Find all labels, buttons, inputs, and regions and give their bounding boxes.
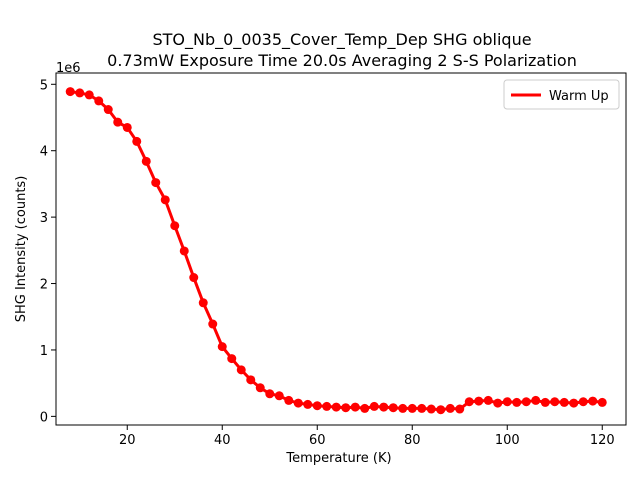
x-tick-label: 60 [309,433,326,448]
y-tick-label: 5 [40,78,48,93]
data-point [398,403,408,413]
data-point [540,397,550,407]
data-point [369,401,379,411]
data-point [189,273,199,283]
data-point [436,405,446,415]
data-point [265,389,275,399]
data-point [341,403,351,413]
chart-title-line-2: 0.73mW Exposure Time 20.0s Averaging 2 S… [107,51,577,70]
y-axis: 0 1 2 3 4 5 [40,78,56,425]
data-point [160,195,170,205]
y-tick-label: 1 [40,344,48,359]
data-point [379,402,389,412]
data-point [274,391,284,401]
data-point [113,117,123,127]
y-tick-label: 0 [40,410,48,425]
data-point [360,403,370,413]
data-point [227,354,237,364]
data-point [531,395,541,405]
data-point [65,87,75,97]
data-point [179,246,189,256]
data-point [559,397,569,407]
plot-area [55,72,627,426]
data-point [170,221,180,231]
x-axis: 20 40 60 80 100 120 [119,425,615,448]
data-point [94,96,104,106]
data-point [255,383,265,393]
data-point [122,122,132,132]
data-point [455,404,465,414]
data-point [464,397,474,407]
data-point [578,397,588,407]
data-point [426,404,436,414]
data-point [103,105,113,115]
data-point [331,402,341,412]
data-point [208,319,218,329]
data-point [151,178,161,188]
x-tick-label: 20 [119,433,136,448]
data-point [303,399,313,409]
data-point [550,397,560,407]
x-tick-label: 80 [404,433,421,448]
data-point [75,88,85,98]
data-point [236,365,246,375]
data-point [483,395,493,405]
data-point [445,403,455,413]
y-tick-label: 2 [40,278,48,293]
data-point [388,403,398,413]
y-axis-label: SHG Intensity (counts) [14,176,29,323]
data-point [502,397,512,407]
x-tick-label: 40 [214,433,231,448]
data-point [141,156,151,166]
legend-box [503,79,620,110]
legend-label-warm-up: Warm Up [549,89,609,104]
data-point [597,397,607,407]
data-point [493,398,503,408]
y-tick-label: 3 [40,211,48,226]
legend: Warm Up [503,79,620,110]
x-axis-label: Temperature (K) [285,451,391,466]
data-point [284,395,294,405]
data-point [217,342,227,352]
data-point [521,397,531,407]
data-point [312,401,322,411]
series-layer [65,87,607,415]
data-point [246,375,256,385]
y-tick-label: 4 [40,145,48,160]
data-point [198,298,208,308]
data-point [407,403,417,413]
data-point [322,401,332,411]
data-point [84,90,94,100]
x-tick-label: 120 [590,433,615,448]
axes-frame [55,72,627,426]
data-point [293,398,303,408]
data-point [569,398,579,408]
data-point [474,396,484,406]
x-tick-label: 100 [495,433,520,448]
chart-title-line-1: STO_Nb_0_0035_Cover_Temp_Dep SHG oblique [152,30,531,50]
data-point [588,396,598,406]
y-axis-offset-label: 1e6 [56,61,81,76]
data-point [417,403,427,413]
data-point [132,136,142,146]
data-point [512,397,522,407]
data-point [350,402,360,412]
